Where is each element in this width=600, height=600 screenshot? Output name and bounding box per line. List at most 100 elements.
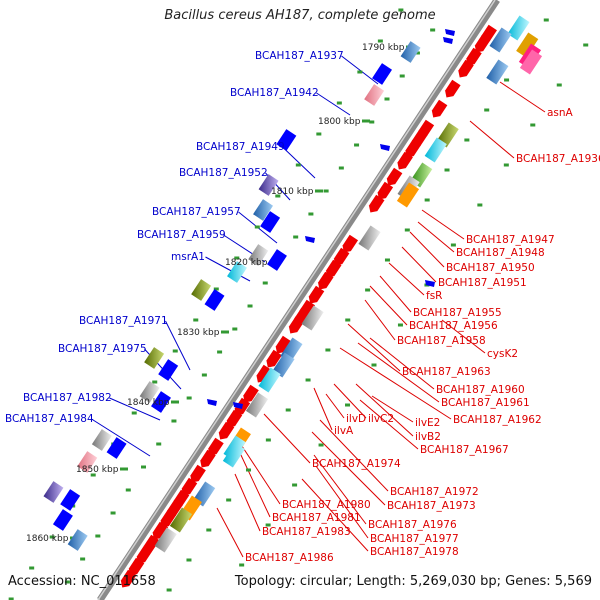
gene-arrow-small[interactable]: [443, 37, 453, 44]
gene-label-right[interactable]: fsR: [426, 290, 442, 302]
gene-label-left[interactable]: BCAH187_A1982: [23, 392, 112, 404]
gene-label-right[interactable]: BCAH187_A1936: [516, 153, 600, 165]
gene-arrow[interactable]: [158, 509, 177, 531]
gene-label-right[interactable]: ilvD: [346, 413, 366, 425]
gene-block[interactable]: [60, 489, 81, 511]
gene-block[interactable]: [276, 129, 297, 151]
gene-block[interactable]: [486, 59, 509, 85]
gene-block[interactable]: [169, 507, 193, 533]
gene-label-right[interactable]: BCAH187_A1983: [262, 526, 351, 538]
gene-label-right[interactable]: BCAH187_A1977: [370, 533, 459, 545]
gene-arrow[interactable]: [179, 477, 198, 499]
gene-arrow-small[interactable]: [445, 29, 455, 36]
gene-block[interactable]: [52, 509, 73, 531]
gene-label-right[interactable]: BCAH187_A1976: [368, 519, 457, 531]
gene-label-right[interactable]: ilvA: [334, 425, 354, 437]
gene-block[interactable]: [364, 84, 385, 106]
gene-label-left[interactable]: BCAH187_A1957: [152, 206, 241, 218]
gene-arrow[interactable]: [375, 181, 394, 203]
gene-block[interactable]: [507, 15, 530, 41]
gene-arrow[interactable]: [141, 534, 160, 556]
gene-arrow[interactable]: [150, 521, 169, 543]
gene-block[interactable]: [248, 244, 269, 266]
gene-arrow[interactable]: [315, 271, 334, 293]
gene-block[interactable]: [272, 352, 295, 378]
gene-label-left[interactable]: BCAH187_A1937: [255, 50, 344, 62]
gene-label-right[interactable]: ilvE2: [415, 417, 440, 429]
gene-label-right[interactable]: BCAH187_A1973: [387, 500, 476, 512]
gene-label-right[interactable]: BCAH187_A1948: [456, 247, 545, 259]
gene-block[interactable]: [106, 437, 127, 459]
gene-arrow[interactable]: [331, 247, 350, 269]
gene-block[interactable]: [91, 429, 112, 451]
gene-label-right[interactable]: BCAH187_A1986: [245, 552, 334, 564]
gene-arrow[interactable]: [273, 335, 292, 357]
gene-label-right[interactable]: cysK2: [487, 348, 518, 360]
gene-block[interactable]: [400, 41, 421, 63]
gene-block[interactable]: [396, 182, 420, 208]
gene-arrow[interactable]: [205, 437, 224, 459]
gene-label-right[interactable]: BCAH187_A1981: [272, 512, 361, 524]
gene-label-left[interactable]: msrA1: [171, 251, 205, 263]
gene-block[interactable]: [43, 481, 64, 503]
gene-block[interactable]: [151, 391, 171, 413]
gene-block[interactable]: [139, 381, 160, 403]
gene-arrow[interactable]: [224, 409, 243, 431]
gene-label-right[interactable]: BCAH187_A1961: [441, 397, 530, 409]
gene-label-left[interactable]: BCAH187_A1971: [79, 315, 168, 327]
gene-block[interactable]: [258, 367, 281, 393]
gene-arrow[interactable]: [118, 569, 137, 591]
gene-block[interactable]: [253, 199, 274, 221]
gene-label-right[interactable]: BCAH187_A1974: [312, 458, 401, 470]
gene-arrow[interactable]: [384, 167, 403, 189]
gene-arrow[interactable]: [286, 315, 305, 337]
gene-label-right[interactable]: BCAH187_A1947: [466, 234, 555, 246]
gene-label-right[interactable]: BCAH187_A1951: [438, 277, 527, 289]
gene-block[interactable]: [519, 49, 543, 75]
gene-label-right[interactable]: BCAH187_A1980: [282, 499, 371, 511]
gene-block[interactable]: [424, 137, 447, 163]
gene-arrow[interactable]: [264, 349, 282, 371]
gene-block[interactable]: [489, 27, 512, 53]
gene-arrow[interactable]: [188, 464, 206, 486]
gene-block[interactable]: [158, 359, 179, 381]
gene-arrow[interactable]: [340, 234, 359, 256]
gene-label-right[interactable]: BCAH187_A1958: [397, 335, 486, 347]
gene-label-right[interactable]: BCAH187_A1967: [420, 444, 509, 456]
gene-arrow[interactable]: [442, 79, 461, 101]
gene-arrow[interactable]: [366, 194, 385, 216]
gene-arrow[interactable]: [456, 59, 474, 81]
gene-arrow-small[interactable]: [233, 402, 243, 409]
gene-block[interactable]: [245, 392, 269, 418]
gene-label-left[interactable]: BCAH187_A1949: [196, 141, 285, 153]
gene-block[interactable]: [358, 225, 381, 251]
gene-block[interactable]: [191, 279, 212, 301]
gene-block[interactable]: [77, 451, 98, 473]
gene-block[interactable]: [204, 289, 225, 311]
gene-arrow[interactable]: [429, 99, 448, 121]
gene-arrow[interactable]: [306, 285, 325, 307]
gene-arrow[interactable]: [216, 421, 235, 443]
gene-arrow-small[interactable]: [425, 280, 435, 287]
gene-label-right[interactable]: BCAH187_A1955: [413, 307, 502, 319]
gene-label-left[interactable]: BCAH187_A1952: [179, 167, 268, 179]
gene-arrow[interactable]: [134, 545, 153, 567]
gene-block[interactable]: [372, 63, 393, 85]
gene-arrow-small[interactable]: [305, 236, 315, 243]
gene-block[interactable]: [260, 211, 281, 233]
gene-arrow-small[interactable]: [207, 399, 217, 406]
gene-arrow[interactable]: [126, 557, 145, 579]
gene-arrow[interactable]: [395, 151, 413, 173]
gene-arrow[interactable]: [403, 139, 421, 161]
gene-label-left[interactable]: BCAH187_A1975: [58, 343, 147, 355]
gene-label-right[interactable]: BCAH187_A1978: [370, 546, 459, 558]
gene-block[interactable]: [266, 249, 287, 271]
gene-arrow[interactable]: [254, 364, 273, 386]
gene-block[interactable]: [516, 32, 539, 58]
gene-label-left[interactable]: BCAH187_A1984: [5, 413, 94, 425]
gene-arrow-small[interactable]: [380, 144, 390, 151]
gene-block[interactable]: [67, 529, 88, 551]
gene-label-right[interactable]: BCAH187_A1972: [390, 486, 479, 498]
gene-block[interactable]: [301, 305, 324, 331]
gene-arrow[interactable]: [472, 34, 491, 56]
